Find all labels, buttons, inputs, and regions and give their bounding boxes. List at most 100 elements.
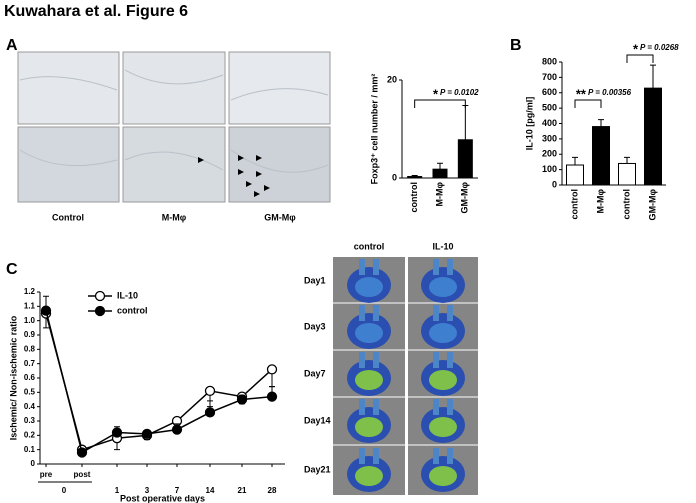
error-bar — [598, 119, 604, 127]
y-tick-label: 20 — [387, 74, 397, 84]
perfusion-leg — [447, 259, 453, 275]
perfusion-blob — [355, 466, 383, 486]
y-tick-label: 300 — [542, 133, 557, 143]
p-value: P = 0.00356 — [588, 88, 632, 97]
y-tick-label: 0.7 — [24, 359, 36, 368]
y-tick-label: 1.0 — [24, 316, 36, 325]
point — [171, 424, 183, 435]
perfusion-leg — [359, 399, 365, 415]
x-tick-label: 14 — [206, 486, 215, 495]
image-column-label: IL-10 — [432, 241, 453, 251]
perfusion-leg — [433, 448, 439, 464]
x-tick-label: GM-Mφ — [647, 188, 657, 220]
error-bar — [624, 156, 630, 164]
x-tick-label: 1 — [115, 486, 120, 495]
x-tick-label: 28 — [268, 486, 277, 495]
perfusion-leg — [447, 448, 453, 464]
axis — [39, 292, 285, 465]
perfusion-blob — [429, 277, 457, 297]
series-line — [45, 310, 273, 454]
perfusion-leg — [373, 399, 379, 415]
point — [266, 364, 278, 375]
y-axis-label: IL-10 [pg/ml] — [524, 97, 534, 151]
perfusion-blob — [429, 417, 457, 437]
panel-label: C — [6, 261, 18, 278]
significance-star: ** — [576, 86, 587, 101]
bar — [407, 176, 423, 179]
y-tick-label: 0.1 — [24, 445, 36, 454]
perfusion-leg — [373, 305, 379, 321]
image-column-label: control — [354, 241, 385, 251]
y-tick-label: 0.9 — [24, 330, 36, 339]
error-bar — [572, 156, 578, 166]
perfusion-leg — [359, 352, 365, 368]
x-tick-label: control — [409, 182, 419, 213]
perfusion-blob — [355, 370, 383, 390]
x-tick-label: 3 — [145, 486, 150, 495]
y-tick-label: 0.3 — [24, 416, 36, 425]
perfusion-leg — [433, 259, 439, 275]
bar — [644, 87, 662, 186]
image-row-label: Day14 — [304, 415, 331, 425]
point — [204, 385, 216, 397]
bar — [592, 126, 610, 186]
point — [266, 391, 278, 402]
x-axis-label: Post operative days — [120, 493, 205, 503]
y-tick-label: 0.8 — [24, 344, 36, 353]
legend-label: IL-10 — [117, 290, 138, 300]
perfusion-leg — [433, 352, 439, 368]
y-tick-label: 0.4 — [24, 402, 36, 411]
y-tick-label: 0.5 — [24, 387, 36, 396]
image-row-label: Day3 — [304, 321, 326, 331]
y-tick-label: 1.2 — [24, 287, 36, 296]
legend-label: control — [117, 305, 148, 315]
panel-label: B — [510, 37, 522, 54]
perfusion-leg — [447, 305, 453, 321]
point — [76, 447, 88, 458]
perfusion-leg — [359, 448, 365, 464]
significance-star: * — [633, 41, 639, 56]
y-tick-label: 0 — [31, 459, 36, 468]
y-tick-label: 500 — [542, 103, 557, 113]
perfusion-blob — [355, 277, 383, 297]
perfusion-leg — [447, 399, 453, 415]
perfusion-leg — [373, 352, 379, 368]
error-bar — [650, 64, 656, 89]
error-bar — [462, 104, 469, 140]
significance-star: * — [433, 86, 439, 101]
bracket — [626, 54, 654, 63]
bar — [618, 162, 636, 186]
x-tick-label: GM-Mφ — [460, 181, 470, 213]
point — [141, 428, 153, 440]
y-tick-label: 0 — [552, 179, 557, 189]
bracket — [414, 99, 466, 108]
error-bar — [437, 162, 443, 170]
bracket — [574, 99, 602, 108]
y-axis-label: Ischemic/ Non-ischemic ratio — [8, 315, 18, 440]
perfusion-blob — [429, 323, 457, 343]
perfusion-leg — [373, 448, 379, 464]
group-label: 0 — [62, 486, 67, 495]
micrograph-caption: M-Mφ — [162, 212, 187, 222]
perfusion-blob — [355, 323, 383, 343]
y-tick-label: 0.6 — [24, 373, 36, 382]
legend-marker — [94, 290, 106, 302]
series-line — [45, 313, 273, 451]
x-tick-label: M-Mφ — [595, 188, 605, 213]
point — [111, 427, 123, 438]
perfusion-leg — [433, 305, 439, 321]
x-tick-label: pre — [40, 470, 53, 479]
error-bar — [411, 175, 418, 177]
p-value: P = 0.0102 — [440, 88, 479, 97]
perfusion-leg — [373, 259, 379, 275]
x-tick-label: 21 — [238, 486, 247, 495]
y-tick-label: 0 — [392, 172, 397, 182]
perfusion-blob — [355, 417, 383, 437]
perfusion-blob — [429, 466, 457, 486]
y-tick-label: 700 — [542, 72, 557, 82]
x-tick-label: control — [569, 189, 579, 220]
legend-marker — [94, 305, 106, 317]
y-axis-label: Foxp3⁺ cell number / mm² — [369, 74, 379, 185]
y-tick-label: 400 — [542, 118, 557, 128]
